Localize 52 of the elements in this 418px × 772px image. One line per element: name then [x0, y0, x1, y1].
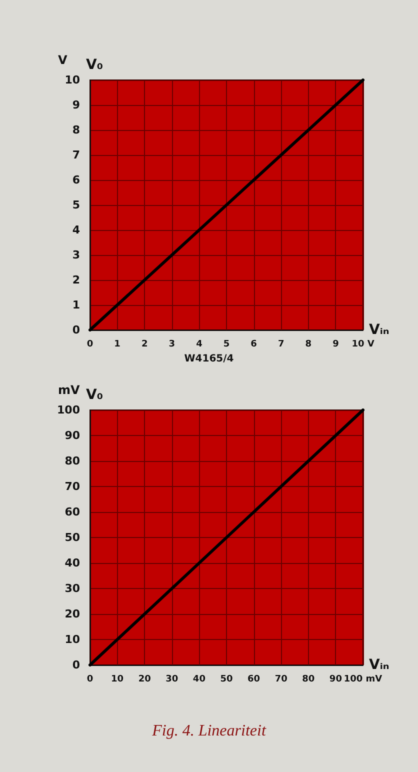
- x-tick-label: 40: [192, 674, 206, 684]
- text: V: [58, 53, 68, 67]
- y-tick-label: 8: [72, 124, 80, 136]
- y-tick-label: 10: [64, 633, 80, 646]
- x-axis-title: Vᵢₙ: [369, 657, 390, 673]
- x-tick-label: 30: [166, 674, 178, 684]
- x-tick-label: 4: [196, 340, 202, 350]
- y-tick-label: 4: [72, 224, 80, 236]
- y-tick-label: 0: [72, 658, 80, 672]
- y-tick-label: 40: [64, 556, 80, 570]
- y-tick-label: 30: [64, 582, 80, 595]
- y-tick-label: 7: [72, 148, 80, 162]
- x-tick-label: 90: [329, 674, 342, 684]
- x-tick-label: 1: [114, 340, 120, 350]
- y-tick-label: 3: [72, 248, 80, 262]
- x-tick-label: 0: [86, 340, 94, 350]
- x-tick-label: 0: [86, 674, 94, 684]
- x-tick-label: 7: [278, 340, 284, 350]
- x-tick-label: 10 V: [352, 340, 374, 350]
- y-tick-label: 50: [64, 531, 80, 544]
- y-tick-label: 70: [64, 480, 80, 493]
- x-tick-label: 80: [302, 674, 315, 684]
- x-tick-label: 50: [220, 674, 233, 684]
- y-tick-label: 0: [72, 324, 80, 336]
- x-tick-label: 70: [274, 674, 288, 684]
- y-axis-title: V₀: [86, 57, 103, 73]
- y-tick-label: 2: [72, 274, 80, 286]
- x-tick-label: 100 mV: [344, 674, 382, 684]
- y-tick-label: 6: [72, 174, 80, 186]
- y-tick-label: 10: [64, 74, 80, 86]
- x-tick-label: 20: [138, 674, 151, 684]
- caption: Fig. 4. Lineariteit: [151, 722, 266, 740]
- y-tick-label: 80: [64, 454, 80, 468]
- y-axis-title: V₀: [86, 387, 103, 403]
- x-tick-label: 2: [141, 340, 148, 350]
- y-tick-label: 60: [64, 506, 80, 518]
- x-tick-label: 3: [168, 340, 176, 350]
- y-tick-label: 100: [57, 404, 80, 416]
- text: mV: [58, 383, 81, 397]
- x-tick-label: 5: [223, 340, 230, 350]
- y-tick-label: 20: [64, 608, 80, 620]
- x-axis-title: Vᵢₙ: [369, 322, 390, 338]
- x-tick-label: 8: [305, 340, 312, 350]
- x-tick-label: 60: [248, 674, 260, 684]
- text: W4165/4: [184, 354, 234, 364]
- y-tick-label: 1: [72, 298, 80, 312]
- x-tick-label: 10: [111, 674, 124, 684]
- y-tick-label: 5: [72, 198, 80, 212]
- x-tick-label: 9: [332, 340, 339, 350]
- y-tick-label: 9: [72, 98, 80, 112]
- y-tick-label: 90: [64, 429, 80, 442]
- x-tick-label: 6: [250, 340, 257, 350]
